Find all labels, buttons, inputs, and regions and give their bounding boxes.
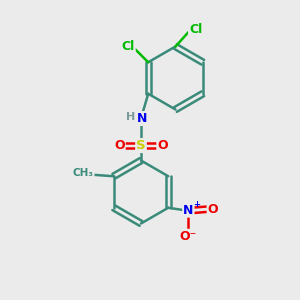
Text: Cl: Cl (189, 22, 202, 36)
Text: Cl: Cl (122, 40, 135, 53)
Text: S: S (136, 139, 146, 152)
Text: H: H (126, 112, 135, 122)
Text: N: N (183, 204, 194, 217)
Text: N: N (137, 112, 148, 125)
Text: O: O (114, 139, 125, 152)
Text: O⁻: O⁻ (179, 230, 196, 243)
Text: O: O (208, 203, 218, 216)
Text: CH₃: CH₃ (73, 168, 94, 178)
Text: +: + (193, 200, 200, 209)
Text: O: O (157, 139, 168, 152)
